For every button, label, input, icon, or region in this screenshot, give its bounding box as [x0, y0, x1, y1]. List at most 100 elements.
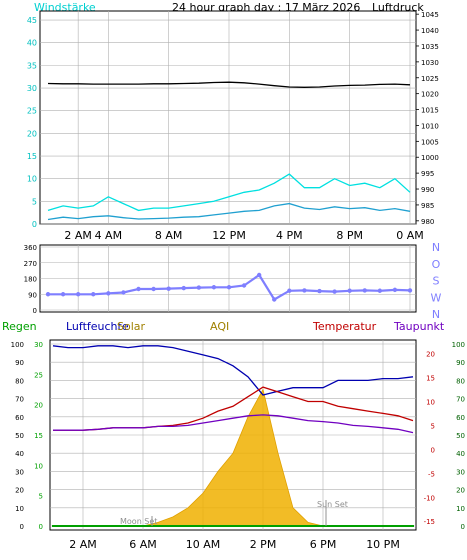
legend-humidity: Luftfeuchte: [66, 320, 129, 333]
series-dewpoint-line: [53, 414, 414, 434]
series-humidity-line: [52, 345, 414, 396]
y-tick-label-humidity: 80: [15, 377, 24, 385]
y-tick-label-temperature: -10: [424, 494, 435, 502]
y-tick-label-aqi: 100: [452, 341, 465, 349]
series-gust-line: [47, 173, 411, 212]
direction-point: [121, 290, 126, 295]
y-tick-label-aqi: 30: [456, 468, 465, 476]
direction-point: [226, 285, 232, 290]
direction-point: [317, 288, 322, 294]
y-tick-label-humidity: 50: [15, 432, 24, 440]
legend-rain: Regen: [2, 320, 37, 333]
direction-point: [256, 272, 262, 278]
direction-label: S: [433, 275, 440, 288]
direction-point: [45, 292, 51, 297]
y-tick-label-pressure: 1040: [421, 27, 439, 35]
series-wind-line: [47, 202, 411, 221]
y-tick-label-temperature: 0: [431, 446, 435, 454]
y-tick-label-temperature: 5: [431, 422, 435, 430]
direction-label: N: [432, 241, 440, 254]
x-tick-label: 2 AM: [64, 229, 92, 242]
y-tick-label-pressure: 1045: [421, 11, 439, 19]
y-tick-label-pressure: 1030: [421, 59, 439, 67]
y-tick-label-direction: 360: [24, 244, 37, 252]
y-tick-label-aqi: 20: [456, 487, 465, 495]
y-tick-label-direction: 270: [24, 260, 37, 268]
y-tick-label-wind: 10: [27, 175, 37, 184]
legend-solar: Solar: [117, 320, 146, 333]
x-tick-label: 12 PM: [212, 229, 246, 242]
legend-aqi: AQI: [210, 320, 229, 333]
direction-point: [241, 283, 247, 288]
y-tick-label-rain: 20: [34, 402, 43, 410]
x-tick-label: 4 AM: [95, 229, 123, 242]
y-tick-label-rain: 25: [34, 371, 43, 379]
direction-point: [272, 297, 277, 302]
direction-point: [362, 288, 367, 293]
x-tick-label: 8 AM: [155, 229, 183, 242]
direction-point: [151, 286, 156, 292]
y-tick-label-wind: 20: [27, 129, 37, 138]
direction-point: [75, 292, 81, 297]
direction-point: [136, 286, 141, 292]
y-tick-label-aqi: 50: [456, 432, 465, 440]
x-tick-label: 10 PM: [366, 538, 400, 551]
y-tick-label-wind: 40: [27, 39, 37, 48]
x-tick-label: 6 AM: [129, 538, 157, 551]
direction-point: [196, 285, 202, 290]
y-tick-label-temperature: 20: [426, 351, 435, 359]
x-tick-label: 8 PM: [336, 229, 363, 242]
y-tick-label-aqi: 60: [456, 414, 465, 422]
y-tick-label-wind: 25: [27, 107, 37, 116]
y-tick-label-pressure: 1010: [421, 122, 439, 130]
y-tick-label-humidity: 20: [15, 487, 24, 495]
direction-point: [91, 292, 96, 297]
direction-point: [106, 291, 111, 296]
y-tick-label-humidity: 70: [15, 396, 24, 404]
y-tick-label-humidity: 40: [15, 450, 24, 458]
annotation-moon-set: Moon Set: [120, 517, 157, 526]
y-tick-label-pressure: 985: [421, 202, 434, 210]
y-tick-label-pressure: 1015: [421, 107, 439, 115]
y-tick-label-humidity: 10: [15, 505, 24, 513]
rain-humidity-chart: 0 10 20 30 40 50 60 70 80 90 100 0 5 10 15 20 25 30 -15 -10…: [11, 340, 465, 551]
y-tick-label-humidity: 30: [15, 468, 24, 476]
direction-label: W: [431, 291, 442, 304]
x-tick-label: 0 AM: [396, 229, 424, 242]
direction-point: [407, 288, 413, 293]
y-tick-label-pressure: 1020: [421, 91, 439, 99]
y-tick-label-wind: 35: [27, 61, 37, 70]
y-tick-label-aqi: 80: [456, 377, 465, 385]
direction-point: [332, 289, 337, 294]
y-tick-label-wind: 45: [27, 16, 37, 25]
direction-point: [181, 285, 186, 291]
direction-label: O: [432, 258, 441, 271]
x-tick-label: 10 AM: [186, 538, 221, 551]
direction-point: [287, 288, 292, 293]
y-tick-label-aqi: 70: [456, 396, 465, 404]
y-tick-label-wind: 0: [32, 220, 37, 229]
y-tick-label-temperature: -15: [424, 518, 435, 526]
y-tick-label-pressure: 980: [421, 218, 434, 226]
annotation-sun-set: Sun Set: [317, 500, 348, 509]
y-tick-label-wind: 15: [27, 152, 37, 161]
x-tick-label: 2 PM: [250, 538, 277, 551]
y-tick-label-temperature: 15: [426, 375, 435, 383]
y-tick-label-humidity: 90: [15, 359, 24, 367]
y-tick-label-rain: 0: [39, 523, 43, 531]
panel-wind-frame: [39, 10, 417, 225]
y-tick-label-humidity: 60: [15, 414, 24, 422]
direction-label: N: [432, 308, 440, 321]
y-tick-label-aqi: 40: [456, 450, 465, 458]
y-tick-label-pressure: 995: [421, 170, 434, 178]
direction-point: [60, 292, 66, 297]
series-pressure-line: [47, 81, 411, 88]
y-tick-label-direction: 180: [24, 276, 37, 284]
y-tick-label-pressure: 1035: [421, 43, 439, 51]
direction-point: [166, 286, 171, 291]
y-tick-label-temperature: 10: [426, 398, 435, 406]
y-tick-label-rain: 30: [34, 341, 43, 349]
x-tick-label: 4 PM: [276, 229, 303, 242]
